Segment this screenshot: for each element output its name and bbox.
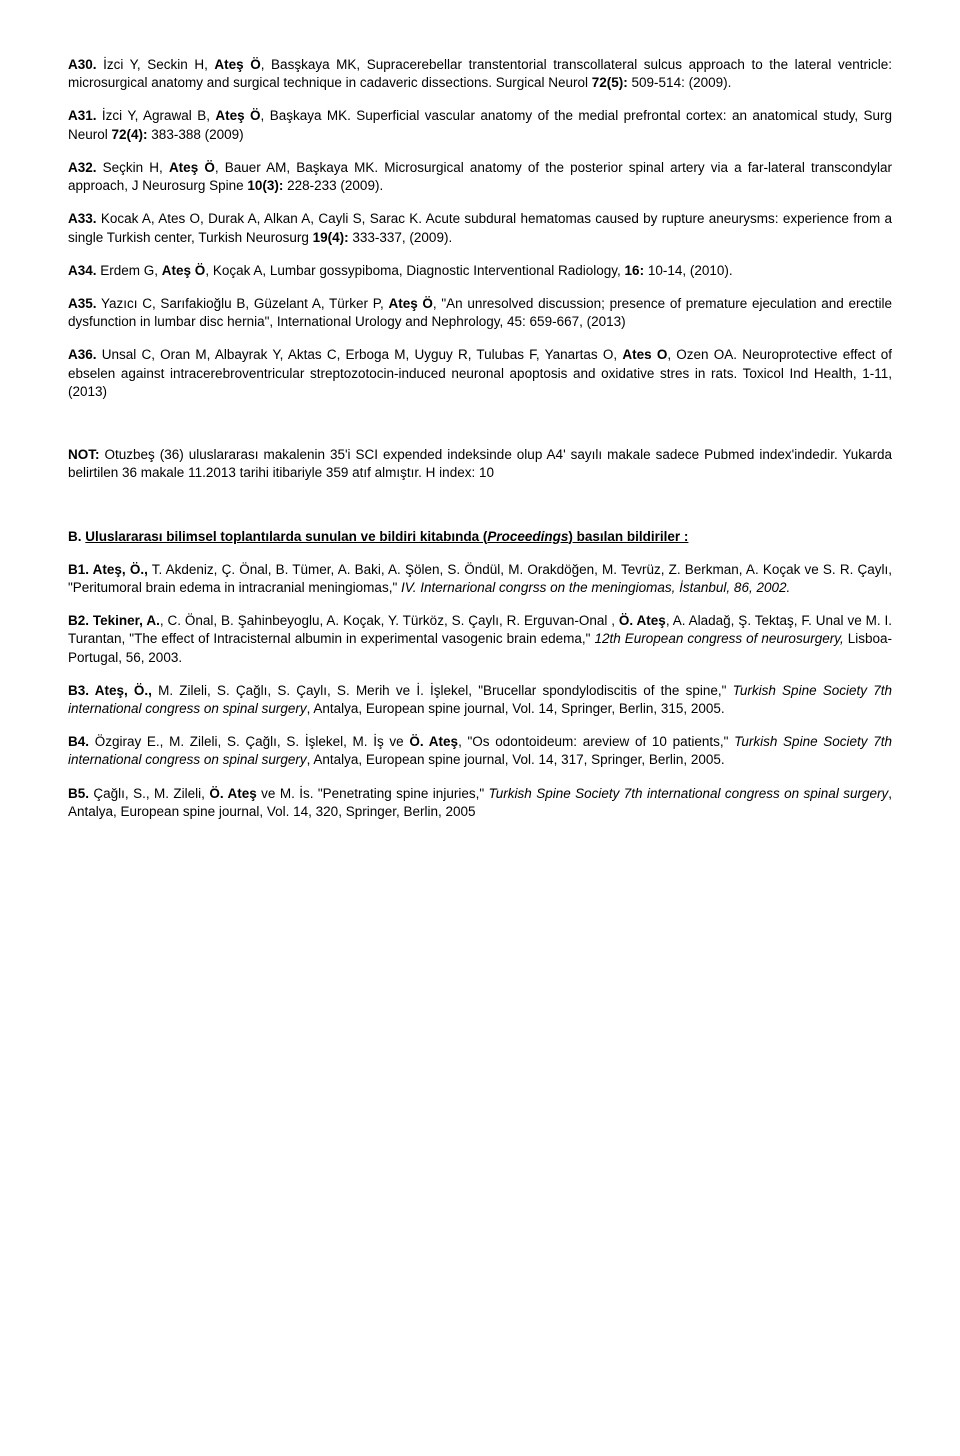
paragraph: B4. Özgiray E., M. Zileli, S. Çağlı, S. … bbox=[68, 733, 892, 769]
paragraph: A35. Yazıcı C, Sarıfakioğlu B, Güzelant … bbox=[68, 295, 892, 331]
document-body: A30. İzci Y, Seckin H, Ateş Ö, Basşkaya … bbox=[68, 56, 892, 821]
paragraph: B1. Ateş, Ö., T. Akdeniz, Ç. Önal, B. Tü… bbox=[68, 561, 892, 597]
paragraph: A31. İzci Y, Agrawal B, Ateş Ö, Başkaya … bbox=[68, 107, 892, 143]
paragraph: A30. İzci Y, Seckin H, Ateş Ö, Basşkaya … bbox=[68, 56, 892, 92]
paragraph: B3. Ateş, Ö., M. Zileli, S. Çağlı, S. Ça… bbox=[68, 682, 892, 718]
section-gap bbox=[68, 498, 892, 528]
section-gap bbox=[68, 416, 892, 446]
paragraph: A36. Unsal C, Oran M, Albayrak Y, Aktas … bbox=[68, 346, 892, 401]
paragraph: A34. Erdem G, Ateş Ö, Koçak A, Lumbar go… bbox=[68, 262, 892, 280]
paragraph: B2. Tekiner, A., C. Önal, B. Şahinbeyogl… bbox=[68, 612, 892, 667]
paragraph: B. Uluslararası bilimsel toplantılarda s… bbox=[68, 528, 892, 546]
paragraph: B5. Çağlı, S., M. Zileli, Ö. Ateş ve M. … bbox=[68, 785, 892, 821]
paragraph: NOT: Otuzbeş (36) uluslararası makalenin… bbox=[68, 446, 892, 482]
paragraph: A32. Seçkin H, Ateş Ö, Bauer AM, Başkaya… bbox=[68, 159, 892, 195]
paragraph: A33. Kocak A, Ates O, Durak A, Alkan A, … bbox=[68, 210, 892, 246]
